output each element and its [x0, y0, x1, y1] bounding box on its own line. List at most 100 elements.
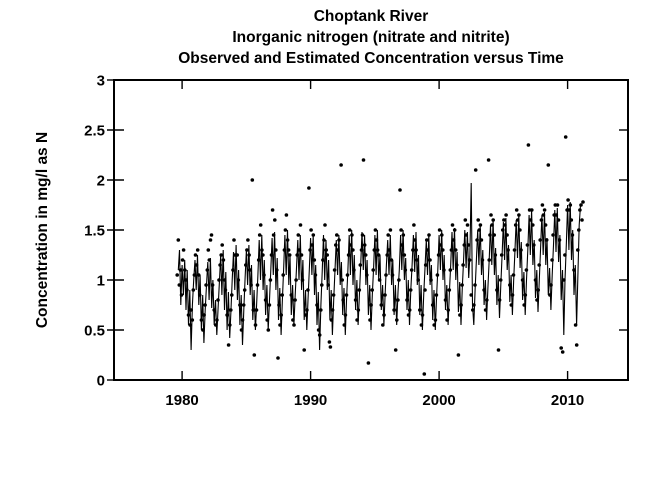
observed-point	[270, 208, 275, 212]
observed-point	[260, 248, 264, 252]
observed-point	[231, 268, 235, 272]
observed-point	[196, 273, 201, 277]
observed-point	[489, 213, 493, 217]
observed-point	[524, 268, 529, 272]
observed-concentration-points	[175, 135, 585, 376]
observed-point	[308, 248, 312, 252]
observed-point	[251, 308, 256, 312]
observed-point	[343, 313, 348, 317]
observed-point	[257, 233, 262, 237]
observed-point	[374, 238, 379, 242]
observed-point	[497, 298, 502, 302]
observed-point	[188, 323, 192, 327]
observed-point	[548, 293, 552, 297]
observed-point	[466, 243, 471, 247]
observed-point	[278, 323, 282, 327]
observed-point	[544, 238, 549, 242]
observed-point	[423, 263, 428, 267]
chart-title-line2: Inorganic nitrogen (nitrate and nitrite)	[232, 29, 509, 46]
chart-title-line3: Observed and Estimated Concentration ver…	[178, 50, 564, 67]
observed-point	[294, 278, 298, 282]
observed-point	[542, 208, 547, 212]
observed-point	[442, 268, 446, 272]
observed-point	[302, 348, 307, 352]
observed-point	[241, 303, 246, 307]
observed-point	[490, 223, 494, 227]
observed-point	[357, 288, 362, 292]
observed-point	[551, 233, 555, 237]
observed-point	[416, 278, 421, 282]
observed-point	[569, 218, 574, 222]
observed-point	[550, 258, 554, 262]
observed-point	[512, 248, 517, 252]
observed-point	[289, 293, 294, 297]
observed-point	[514, 208, 519, 212]
observed-point	[309, 228, 313, 232]
observed-point	[448, 268, 453, 272]
observed-point	[504, 213, 508, 217]
observed-point	[236, 278, 241, 282]
observed-point	[331, 293, 336, 297]
observed-point	[458, 313, 462, 317]
observed-point	[273, 218, 277, 222]
observed-point	[405, 298, 409, 302]
observed-point	[210, 283, 215, 287]
observed-point	[242, 288, 247, 292]
observed-point	[375, 248, 380, 252]
observed-point	[503, 223, 507, 227]
observed-point	[496, 348, 501, 352]
observed-point	[238, 303, 242, 307]
observed-point	[275, 268, 279, 272]
observed-point	[286, 248, 291, 252]
observed-point	[255, 283, 260, 287]
observed-point	[396, 298, 400, 302]
observed-point	[230, 293, 234, 297]
observed-point	[340, 278, 345, 282]
observed-point	[205, 268, 210, 272]
observed-point	[389, 258, 394, 262]
observed-point	[190, 318, 195, 322]
observed-point	[323, 223, 327, 227]
observed-point	[475, 238, 479, 242]
observed-point	[580, 218, 584, 222]
observed-point	[353, 298, 358, 302]
observed-point	[321, 258, 325, 262]
observed-point	[330, 308, 335, 312]
observed-point	[477, 228, 482, 232]
observed-point	[540, 203, 545, 207]
observed-point	[263, 298, 268, 302]
observed-point	[206, 248, 211, 252]
observed-point	[246, 238, 250, 242]
observed-point	[341, 298, 346, 302]
observed-point	[515, 218, 520, 222]
observed-point	[506, 248, 510, 252]
observed-point	[535, 298, 539, 302]
observed-point	[225, 313, 229, 317]
y-axis-ticks: 0 0.5 1 1.5 2 2.5 3	[84, 73, 628, 390]
observed-point	[279, 313, 284, 317]
observed-point	[433, 318, 438, 322]
observed-point	[398, 188, 402, 192]
observed-point	[446, 308, 451, 312]
observed-point	[306, 288, 310, 292]
y-tick-label: 2.5	[84, 123, 105, 140]
observed-point	[447, 288, 452, 292]
observed-point	[369, 303, 373, 307]
observed-point	[464, 233, 469, 237]
observed-point	[395, 318, 399, 322]
observed-point	[179, 293, 184, 297]
observed-point	[429, 278, 433, 282]
observed-point	[361, 158, 366, 162]
observed-point	[199, 318, 204, 322]
observed-point	[185, 288, 189, 292]
observed-point	[181, 248, 186, 252]
observed-point	[434, 293, 439, 297]
observed-point	[381, 323, 385, 327]
observed-point	[299, 253, 304, 257]
observed-point	[235, 253, 239, 257]
observed-point	[432, 323, 437, 327]
observed-point	[363, 253, 368, 257]
observed-point	[467, 258, 472, 262]
observed-point	[178, 268, 183, 272]
observed-point	[557, 238, 562, 242]
